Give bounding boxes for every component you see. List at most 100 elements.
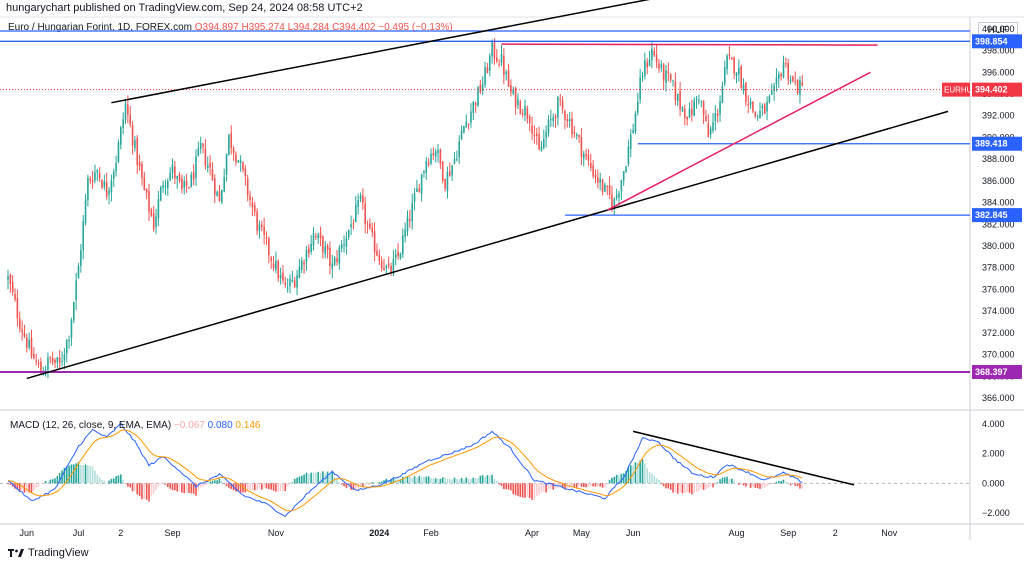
candle-body xyxy=(430,153,432,164)
macd-histogram-bar xyxy=(500,483,503,487)
macd-histogram-bar xyxy=(242,483,244,493)
macd-histogram-bar xyxy=(470,479,472,484)
candle-body xyxy=(437,149,439,154)
macd-histogram-bar xyxy=(705,483,707,490)
macd-histogram-bar xyxy=(474,478,477,484)
macd-histogram-bar xyxy=(89,466,92,484)
candle-body xyxy=(9,274,12,285)
macd-histogram-bar xyxy=(592,483,594,487)
macd-histogram-bar xyxy=(413,476,416,484)
macd-histogram-bar xyxy=(604,483,606,488)
macd-signal-line xyxy=(7,429,803,512)
candle-body xyxy=(138,162,141,167)
macd-histogram-bar xyxy=(143,483,146,499)
candle-body xyxy=(112,171,115,179)
macd-histogram-bar xyxy=(296,477,298,484)
candle-body xyxy=(474,102,477,106)
candle-body xyxy=(503,55,505,75)
candle-body xyxy=(719,101,721,115)
candle-body xyxy=(216,191,218,196)
candle-body xyxy=(178,174,181,182)
macd-histogram-bar xyxy=(491,474,493,484)
candle-body xyxy=(441,161,444,181)
candle-body xyxy=(726,55,728,70)
time-tick-label: Sep xyxy=(780,528,796,538)
candle-body xyxy=(197,148,200,156)
candle-body xyxy=(124,103,127,120)
candle-body xyxy=(390,266,392,272)
candle-body xyxy=(622,171,625,181)
candle-body xyxy=(91,180,94,183)
macd-histogram-bar xyxy=(300,475,303,484)
candle-body xyxy=(456,158,458,160)
macd-histogram-bar xyxy=(110,478,113,484)
candle-body xyxy=(615,195,618,199)
candle-body xyxy=(519,101,522,114)
macd-histogram-bar xyxy=(747,483,750,486)
candle-body xyxy=(451,165,453,176)
macd-histogram-bar xyxy=(345,483,348,488)
candle-body xyxy=(162,185,164,188)
candle-body xyxy=(387,264,390,266)
level-label: 382.845 xyxy=(975,210,1008,220)
candle-body xyxy=(505,71,507,75)
macd-histogram-bar xyxy=(167,483,169,487)
macd-histogram-bar xyxy=(251,483,254,491)
candle-body xyxy=(500,53,503,63)
candle-body xyxy=(733,57,735,74)
macd-histogram-bar xyxy=(371,482,374,484)
candle-body xyxy=(127,104,129,115)
candle-body xyxy=(75,280,77,301)
candle-body xyxy=(326,245,329,251)
macd-histogram-bar xyxy=(380,481,383,484)
candle-body xyxy=(637,101,639,113)
macd-histogram-bar xyxy=(176,483,178,492)
candle-body xyxy=(470,111,472,123)
candle-body xyxy=(686,116,688,120)
candle-body xyxy=(394,254,397,258)
candle-body xyxy=(796,79,799,94)
macd-histogram-bar xyxy=(627,466,630,484)
candle-body xyxy=(434,151,437,157)
macd-histogram-bar xyxy=(235,483,237,492)
candle-body xyxy=(409,219,411,221)
macd-histogram-bar xyxy=(493,478,496,484)
macd-histogram-bar xyxy=(503,483,505,490)
macd-histogram-bar xyxy=(284,483,287,492)
macd-histogram-bar xyxy=(770,483,773,484)
candle-body xyxy=(700,101,703,103)
macd-histogram-bar xyxy=(526,483,529,497)
price-tick-label: 388.000 xyxy=(982,154,1015,164)
candle-body xyxy=(150,209,153,216)
candle-body xyxy=(698,99,700,101)
candle-body xyxy=(604,184,606,192)
price-tick-label: 372.000 xyxy=(982,328,1015,338)
candle-body xyxy=(319,232,322,239)
macd-histogram-bar xyxy=(749,483,752,488)
candle-body xyxy=(333,257,336,265)
candle-body xyxy=(209,162,211,168)
candle-body xyxy=(373,231,376,253)
level-label-bg xyxy=(972,136,1022,151)
candle-body xyxy=(214,178,216,195)
macd-histogram-bar xyxy=(698,483,700,491)
candle-body xyxy=(493,41,496,59)
candle-body xyxy=(778,74,780,79)
candle-body xyxy=(747,104,750,106)
candle-body xyxy=(192,172,195,180)
macd-histogram-bar xyxy=(164,483,167,485)
macd-histogram-bar xyxy=(54,478,56,484)
candle-body xyxy=(30,337,33,356)
candle-body xyxy=(575,134,578,137)
price-tick-label: 398.000 xyxy=(982,46,1015,56)
macd-histogram-bar xyxy=(599,483,601,487)
candle-body xyxy=(723,67,726,84)
macd-histogram-bar xyxy=(731,478,733,484)
macd-histogram-bar xyxy=(359,483,362,487)
tradingview-logo[interactable]: TradingView xyxy=(8,547,89,559)
candle-body xyxy=(559,99,562,101)
macd-histogram-bar xyxy=(427,476,430,484)
macd-histogram-bar xyxy=(681,483,684,494)
candle-body xyxy=(418,188,421,193)
